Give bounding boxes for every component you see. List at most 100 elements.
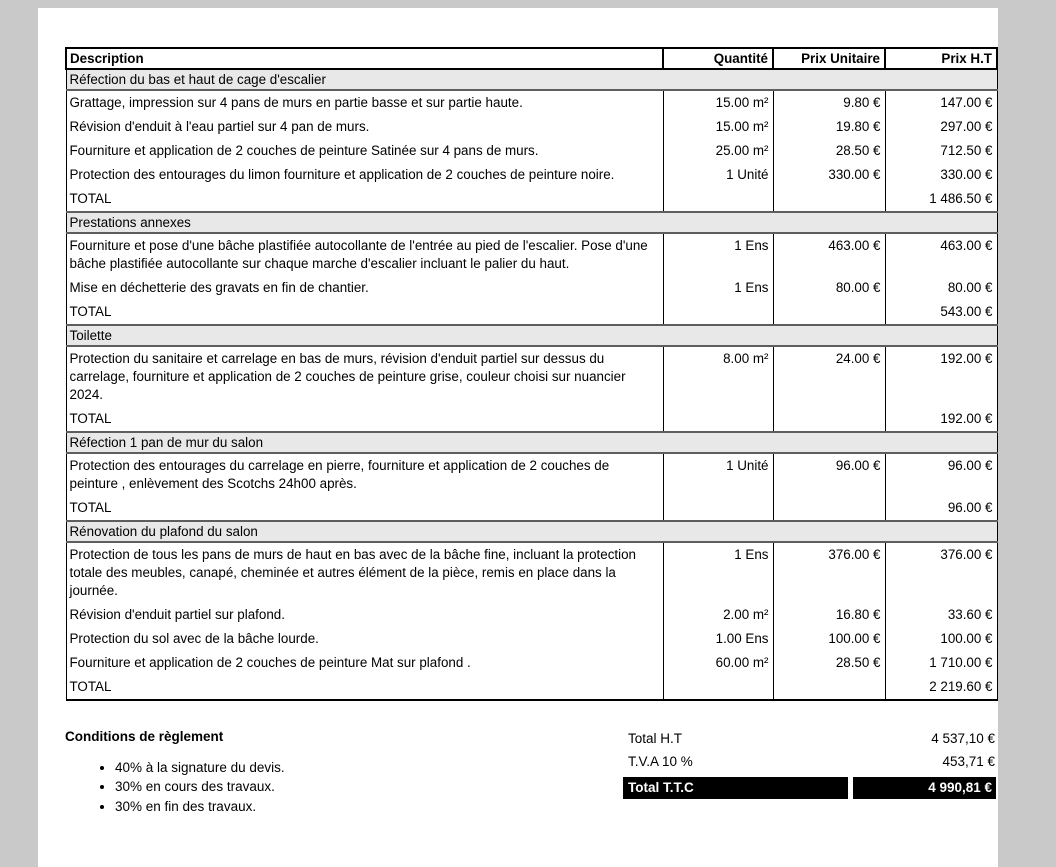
item-quantity: 25.00 m² (662, 139, 774, 163)
item-row: Révision d'enduit à l'eau partiel sur 4 … (65, 115, 998, 139)
section-header-row: Rénovation du plafond du salon (65, 520, 998, 543)
section-title: Réfection 1 pan de mur du salon (65, 431, 998, 454)
item-row: Protection du sanitaire et carrelage en … (65, 346, 998, 407)
item-row: Fourniture et application de 2 couches d… (65, 651, 998, 675)
section-total-qty-empty (662, 407, 774, 432)
section-total-row: TOTAL 543.00 € (65, 300, 998, 325)
item-description: Révision d'enduit à l'eau partiel sur 4 … (65, 115, 664, 139)
item-row: Protection de tous les pans de murs de h… (65, 542, 998, 603)
section-total-label: TOTAL (65, 300, 664, 325)
section-total-qty-empty (662, 496, 774, 521)
section-total-pu-empty (772, 496, 886, 521)
item-quantity: 1.00 Ens (662, 627, 774, 651)
item-description: Protection des entourages du limon fourn… (65, 163, 664, 187)
item-unit-price: 24.00 € (772, 346, 886, 407)
section-total-value: 2 219.60 € (884, 675, 998, 701)
item-price-ht: 33.60 € (884, 603, 998, 627)
totals-summary: Total H.T 4 537,10 € T.V.A 10 % 453,71 €… (623, 729, 996, 799)
conditions-list: 40% à la signature du devis.30% en cours… (65, 758, 996, 816)
item-unit-price: 19.80 € (772, 115, 886, 139)
item-unit-price: 28.50 € (772, 139, 886, 163)
item-quantity: 1 Unité (662, 453, 774, 496)
item-price-ht: 80.00 € (884, 276, 998, 300)
item-description: Fourniture et application de 2 couches d… (65, 651, 664, 675)
item-row: Fourniture et pose d'une bâche plastifié… (65, 233, 998, 276)
item-quantity: 60.00 m² (662, 651, 774, 675)
section-title: Toilette (65, 324, 998, 347)
section-header-row: Prestations annexes (65, 211, 998, 234)
condition-item: 40% à la signature du devis. (115, 758, 996, 777)
item-price-ht: 463.00 € (884, 233, 998, 276)
quote-table: Description Quantité Prix Unitaire Prix … (65, 47, 998, 701)
item-unit-price: 28.50 € (772, 651, 886, 675)
item-row: Fourniture et application de 2 couches d… (65, 139, 998, 163)
item-price-ht: 297.00 € (884, 115, 998, 139)
item-description: Révision d'enduit partiel sur plafond. (65, 603, 664, 627)
total-ttc-row: Total T.T.C 4 990,81 € (623, 777, 996, 799)
item-row: Protection des entourages du carrelage e… (65, 453, 998, 496)
section-total-pu-empty (772, 675, 886, 701)
section-total-row: TOTAL 96.00 € (65, 496, 998, 521)
section-total-qty-empty (662, 300, 774, 325)
section-total-label: TOTAL (65, 675, 664, 701)
item-row: Protection des entourages du limon fourn… (65, 163, 998, 187)
item-description: Protection du sanitaire et carrelage en … (65, 346, 664, 407)
payment-conditions-block: Conditions de règlement 40% à la signatu… (65, 729, 996, 816)
item-quantity: 15.00 m² (662, 115, 774, 139)
section-total-label: TOTAL (65, 187, 664, 212)
total-ht-label: Total H.T (628, 731, 683, 746)
item-price-ht: 712.50 € (884, 139, 998, 163)
section-total-pu-empty (772, 407, 886, 432)
item-price-ht: 96.00 € (884, 453, 998, 496)
section-total-value: 1 486.50 € (884, 187, 998, 212)
section-total-value: 543.00 € (884, 300, 998, 325)
section-title: Réfection du bas et haut de cage d'escal… (65, 68, 998, 91)
section-header-row: Toilette (65, 324, 998, 347)
item-row: Révision d'enduit partiel sur plafond. 2.… (65, 603, 998, 627)
section-total-pu-empty (772, 187, 886, 212)
section-title: Prestations annexes (65, 211, 998, 234)
section-header-row: Réfection 1 pan de mur du salon (65, 431, 998, 454)
item-unit-price: 96.00 € (772, 453, 886, 496)
item-row: Mise en déchetterie des gravats en fin d… (65, 276, 998, 300)
section-total-value: 192.00 € (884, 407, 998, 432)
col-header-description: Description (65, 47, 664, 70)
item-price-ht: 1 710.00 € (884, 651, 998, 675)
tva-row: T.V.A 10 % 453,71 € (623, 752, 996, 775)
total-ttc-label: Total T.T.C (623, 777, 848, 799)
section-title: Rénovation du plafond du salon (65, 520, 998, 543)
item-unit-price: 16.80 € (772, 603, 886, 627)
item-description: Mise en déchetterie des gravats en fin d… (65, 276, 664, 300)
item-description: Protection des entourages du carrelage e… (65, 453, 664, 496)
item-quantity: 15.00 m² (662, 90, 774, 115)
section-header-row: Réfection du bas et haut de cage d'escal… (65, 68, 998, 91)
tva-value: 453,71 € (942, 754, 995, 769)
total-ht-value: 4 537,10 € (931, 731, 995, 746)
section-total-qty-empty (662, 675, 774, 701)
ttc-cell-divider (848, 777, 853, 799)
item-quantity: 1 Ens (662, 542, 774, 603)
table-header-row: Description Quantité Prix Unitaire Prix … (65, 47, 998, 70)
item-quantity: 8.00 m² (662, 346, 774, 407)
condition-item: 30% en cours des travaux. (115, 777, 996, 796)
section-total-row: TOTAL 192.00 € (65, 407, 998, 432)
item-quantity: 2.00 m² (662, 603, 774, 627)
document-footer: Conditions de règlement 40% à la signatu… (65, 729, 996, 816)
section-total-label: TOTAL (65, 407, 664, 432)
section-total-pu-empty (772, 300, 886, 325)
col-header-quantite: Quantité (662, 47, 774, 70)
item-price-ht: 100.00 € (884, 627, 998, 651)
item-unit-price: 376.00 € (772, 542, 886, 603)
condition-item: 30% en fin des travaux. (115, 797, 996, 816)
total-ht-row: Total H.T 4 537,10 € (623, 729, 996, 752)
item-price-ht: 330.00 € (884, 163, 998, 187)
section-total-row: TOTAL 2 219.60 € (65, 675, 998, 701)
item-quantity: 1 Ens (662, 276, 774, 300)
item-quantity: 1 Unité (662, 163, 774, 187)
item-unit-price: 100.00 € (772, 627, 886, 651)
item-description: Grattage, impression sur 4 pans de murs … (65, 90, 664, 115)
item-price-ht: 192.00 € (884, 346, 998, 407)
section-total-qty-empty (662, 187, 774, 212)
item-unit-price: 9.80 € (772, 90, 886, 115)
